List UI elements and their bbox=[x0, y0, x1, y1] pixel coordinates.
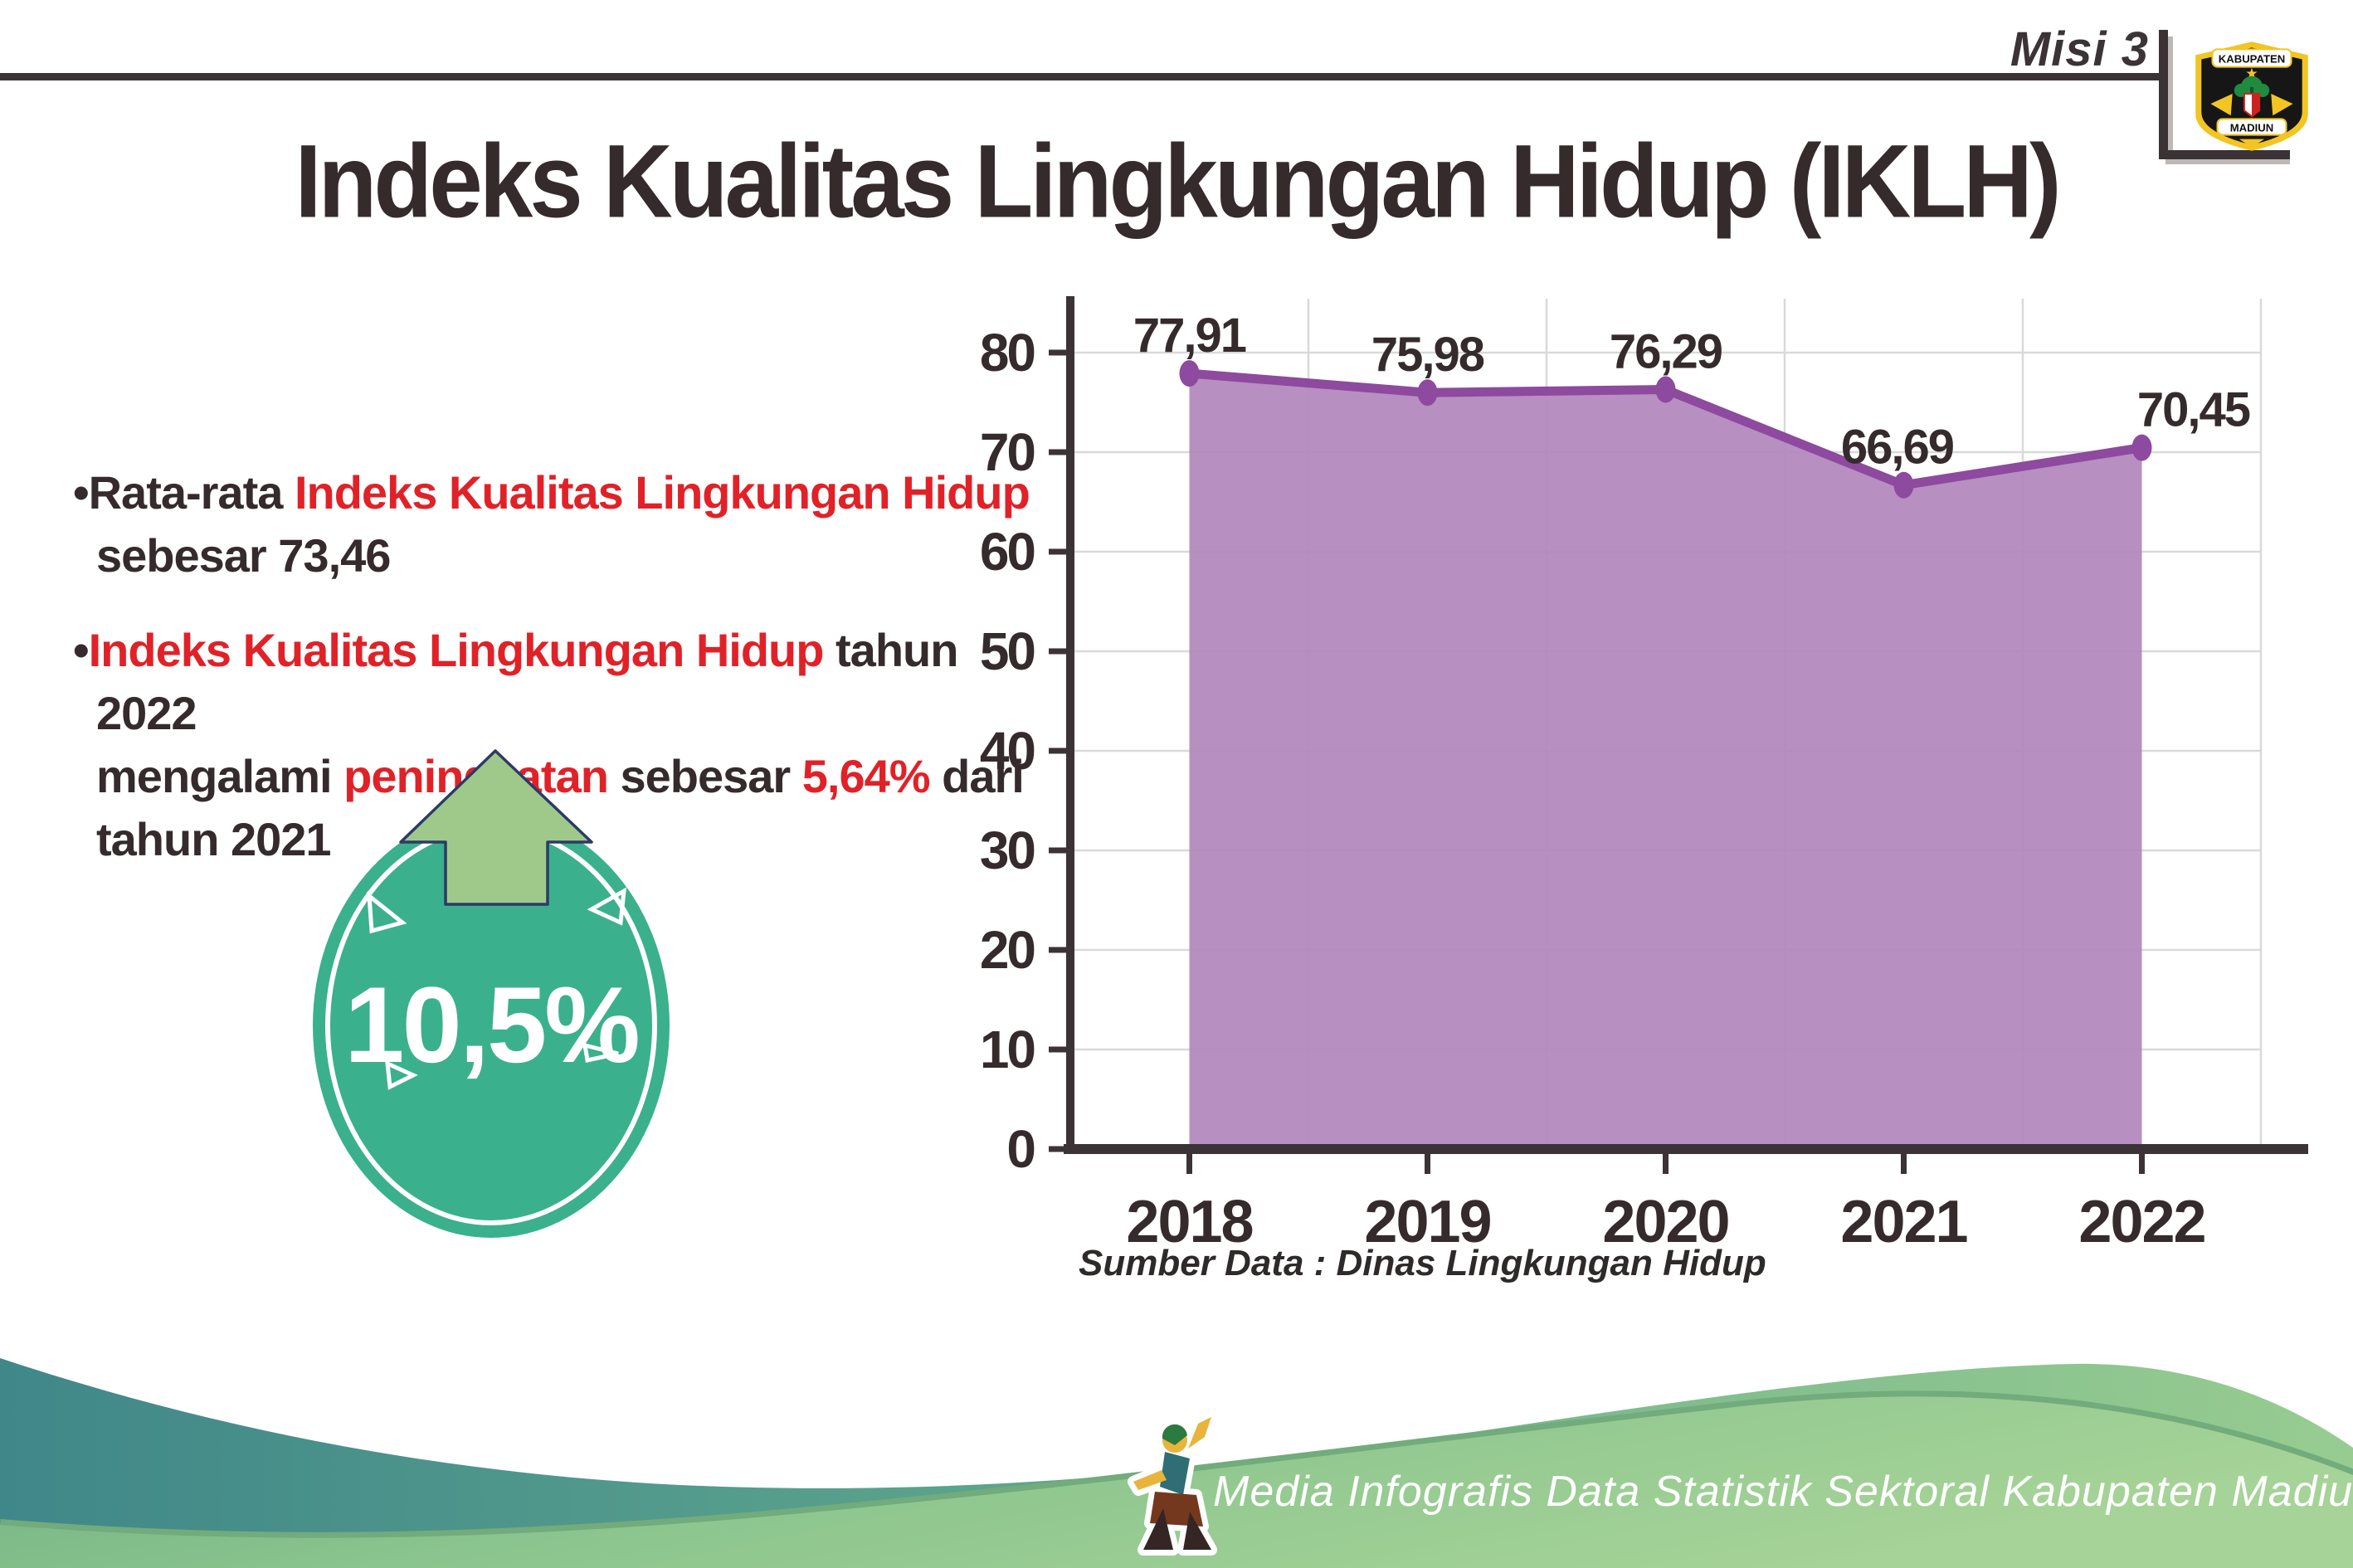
bullet-text-segment: tahun 2021 bbox=[96, 813, 332, 865]
y-tick-label: 40 bbox=[980, 721, 1035, 781]
badge-spark-icon bbox=[385, 1059, 418, 1090]
source-note: Sumber Data : Dinas Lingkungan Hidup bbox=[1079, 1243, 1766, 1283]
corner-bracket-shadow bbox=[2168, 37, 2173, 158]
x-tick-label: 2021 bbox=[1840, 1189, 1967, 1255]
badge-spark-icon bbox=[582, 1042, 619, 1063]
kabupaten-madiun-logo-icon: KABUPATEN ★ MADIUN bbox=[2195, 41, 2308, 151]
data-marker bbox=[1655, 376, 1676, 403]
y-tick-label: 70 bbox=[980, 422, 1035, 482]
iklh-area-chart: 0 10 20 30 40 50 60 70 80 2018 2019 2020 2021 2022 77,… bbox=[980, 296, 2308, 1255]
bullet-average-iklh: •Rata-rata Indeks Kualitas Lingkungan Hi… bbox=[73, 466, 1030, 582]
corner-bracket bbox=[2159, 150, 2290, 159]
data-label: 75,98 bbox=[1371, 328, 1484, 382]
bullet-text-segment: tahun 2022 bbox=[96, 624, 958, 739]
x-tick-label: 2018 bbox=[1126, 1189, 1252, 1255]
bullet-text-segment: Indeks Kualitas Lingkungan Hidup bbox=[88, 624, 825, 676]
footer-caption: Media Infografis Data Statistik Sektoral… bbox=[1213, 1468, 2353, 1516]
bullet-text-segment: sebesar bbox=[607, 750, 802, 802]
bullet-text-segment: Indeks Kualitas Lingkungan Hidup bbox=[294, 466, 1030, 519]
y-tick-label: 10 bbox=[980, 1020, 1035, 1079]
data-marker bbox=[1893, 471, 1914, 499]
svg-text:MADIUN: MADIUN bbox=[2230, 122, 2274, 134]
increase-badge: 10,5% bbox=[313, 749, 670, 1238]
y-tick-label: 20 bbox=[980, 920, 1035, 980]
data-marker bbox=[2131, 434, 2152, 461]
svg-text:KABUPATEN: KABUPATEN bbox=[2219, 53, 2286, 66]
x-tick-label: 2019 bbox=[1364, 1189, 1490, 1255]
x-tick-label: 2020 bbox=[1602, 1189, 1728, 1255]
y-tick-label: 80 bbox=[980, 323, 1035, 382]
bullet-increase-iklh: •Indeks Kualitas Lingkungan Hidup tahun … bbox=[73, 624, 1025, 865]
header-divider bbox=[0, 73, 2164, 80]
badge-spark-icon bbox=[367, 891, 407, 934]
badge-value: 10,5% bbox=[344, 964, 638, 1085]
badge-circle bbox=[313, 813, 670, 1238]
corner-bracket-shadow bbox=[2165, 159, 2290, 164]
y-tick-label: 60 bbox=[980, 522, 1035, 582]
corner-bracket bbox=[2159, 30, 2168, 158]
area-fill bbox=[1189, 373, 2142, 1149]
x-tick-label: 2022 bbox=[2078, 1189, 2204, 1255]
y-tick-label: 0 bbox=[1006, 1119, 1034, 1179]
page-title: Indeks Kualitas Lingkungan Hidup (IKLH) bbox=[295, 123, 2061, 240]
data-marker bbox=[1417, 379, 1438, 407]
bullet-text-segment: mengalami bbox=[96, 750, 344, 802]
y-tick-label: 50 bbox=[980, 621, 1035, 681]
mission-label: Misi 3 bbox=[2010, 22, 2149, 76]
data-label: 70,45 bbox=[2137, 383, 2250, 437]
data-marker bbox=[1179, 360, 1200, 387]
up-arrow-icon bbox=[399, 749, 593, 906]
bullet-text-segment: sebesar 73,46 bbox=[96, 529, 391, 582]
data-label: 76,29 bbox=[1610, 325, 1722, 379]
badge-spark-icon bbox=[587, 887, 626, 926]
data-label: 77,91 bbox=[1133, 309, 1246, 363]
bullet-text-segment: dari bbox=[929, 750, 1025, 802]
bullet-text-segment: 5,64% bbox=[801, 750, 931, 802]
data-label: 66,69 bbox=[1841, 421, 1954, 475]
mascot-dancer-icon bbox=[1128, 1411, 1217, 1556]
y-tick-label: 30 bbox=[980, 821, 1035, 880]
bullet-text-segment: Rata-rata bbox=[88, 466, 295, 519]
